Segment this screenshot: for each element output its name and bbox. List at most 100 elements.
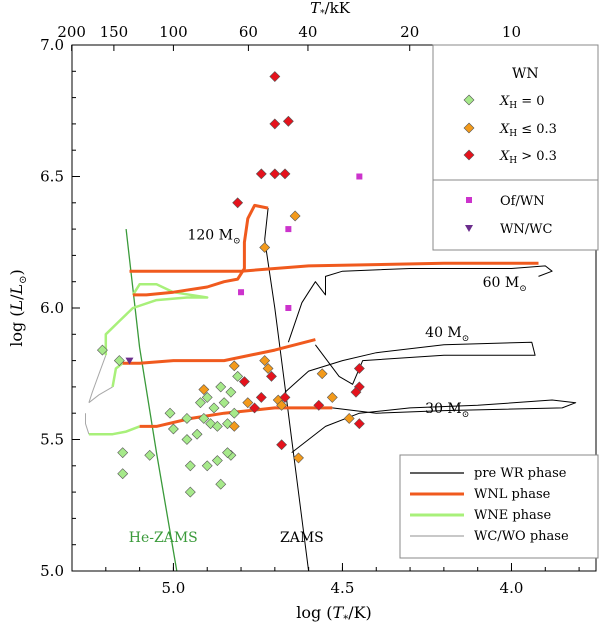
legend-bottom-box	[399, 454, 599, 559]
legend-label: WNL phase	[474, 487, 551, 502]
diamond-point	[228, 407, 240, 419]
y-axis-title: log (L/L⊙)	[7, 269, 29, 347]
diamond-point	[222, 447, 233, 459]
x-tick-label: 4.5	[331, 579, 355, 597]
top-tick-label: 20	[400, 23, 419, 41]
diamond-point	[282, 115, 294, 127]
top-tick-label: 60	[239, 23, 258, 41]
y-tick-label: 7.0	[40, 36, 64, 54]
track-40-m-pre-wr	[284, 341, 536, 393]
diamond-point	[215, 381, 227, 393]
data-points	[97, 71, 365, 498]
legend-label: pre WR phase	[474, 466, 567, 481]
legend-top: WN XH = 0 XH ≤ 0.3 XH > 0.3 Of/WN WN/WC	[432, 44, 599, 251]
diamond-point	[269, 118, 281, 130]
legend-label: WN/WC	[500, 222, 552, 237]
diamond-point	[242, 397, 254, 409]
diamond-point	[255, 168, 267, 180]
legend-triangle-marker	[465, 225, 473, 232]
diamond-point	[167, 423, 179, 435]
diamond-point	[266, 370, 277, 382]
track-30-m-wc-wo	[85, 413, 90, 435]
y-tick-label: 5.0	[40, 562, 64, 580]
diamond-point	[279, 391, 291, 403]
diamond-point	[259, 242, 271, 253]
annotation: 60 M⊙	[483, 275, 527, 294]
square-point	[356, 173, 363, 180]
y-tick-label: 6.5	[40, 168, 64, 186]
diamond-point	[353, 363, 365, 374]
track-120-m-pre-wr	[264, 208, 269, 240]
track-zams	[264, 239, 310, 572]
diamond-point	[164, 407, 176, 419]
legend-label: WNE phase	[474, 508, 551, 523]
diamond-point	[249, 402, 260, 414]
diamond-point	[215, 478, 227, 490]
diamond-point	[117, 468, 129, 480]
annotation: 120 M⊙	[187, 228, 240, 247]
track-40-m-wne	[111, 362, 124, 388]
legend-bottom-entries: pre WR phase WNL phase WNE phase WC/WO phas…	[410, 466, 569, 544]
y-tick-label: 6.0	[40, 299, 64, 317]
diamond-point	[276, 439, 288, 451]
square-point	[285, 305, 292, 311]
diamond-point	[343, 413, 355, 424]
top-tick-label: 150	[100, 23, 129, 41]
diamond-point	[276, 399, 288, 411]
diamond-point	[113, 355, 125, 367]
diamond-point	[238, 376, 250, 388]
top-tick-label: 200	[57, 23, 86, 41]
top-tick-label: 100	[159, 23, 188, 41]
annotation: 40 M⊙	[425, 325, 469, 344]
diamond-point	[262, 363, 274, 374]
diamond-point	[144, 449, 156, 461]
top-tick-label: 10	[502, 23, 521, 41]
diamond-point	[293, 452, 304, 464]
track-30-m-wne	[88, 425, 141, 436]
triangle-point	[125, 357, 134, 365]
diamond-point	[201, 391, 213, 403]
legend-top-entries: XH = 0 XH ≤ 0.3 XH > 0.3 Of/WN WN/WC	[463, 94, 557, 237]
diamond-point	[191, 428, 203, 440]
top-tick-label: 40	[298, 23, 317, 41]
diamond-point	[198, 384, 210, 395]
legend-label: XH = 0	[499, 94, 545, 111]
diamond-point	[225, 386, 237, 398]
track-40-m-wc-wo	[88, 386, 113, 404]
diamond-point	[117, 447, 129, 459]
legend-title: WN	[512, 66, 539, 82]
legend-bottom: pre WR phase WNL phase WNE phase WC/WO phas…	[399, 454, 599, 559]
diamond-point	[184, 486, 196, 498]
diamond-point	[181, 413, 193, 424]
diamond-point	[232, 197, 244, 209]
legend-label: XH ≤ 0.3	[499, 122, 557, 139]
diamond-point	[181, 434, 193, 445]
x-tick-label: 5.0	[161, 579, 185, 597]
diamond-point	[218, 397, 230, 409]
diamond-point	[353, 418, 365, 430]
diamond-point	[326, 391, 338, 403]
legend-label: WC/WO phase	[474, 529, 569, 544]
legend-label: Of/WN	[500, 194, 545, 209]
diamond-point	[97, 344, 108, 356]
y-tick-label: 5.5	[40, 431, 64, 449]
diamond-point	[279, 168, 291, 180]
diamond-point	[350, 386, 362, 398]
track-60-m-pre-wr	[287, 265, 553, 343]
diamond-point	[208, 402, 220, 414]
diamond-point	[198, 413, 210, 424]
diamond-point	[211, 455, 223, 466]
legend-diamond-marker	[463, 94, 475, 106]
diamond-point	[201, 460, 213, 472]
annotations: 120 M⊙ 60 M⊙ 40 M⊙ 30 M⊙ He-ZAMS ZAMS	[129, 228, 527, 546]
x-axis-title: log (T*/K)	[296, 603, 372, 625]
diamond-point	[211, 420, 223, 432]
diamond-point	[255, 391, 267, 403]
diamond-point	[316, 368, 328, 380]
diamond-point	[313, 399, 325, 411]
track-120-m-wnl	[132, 203, 269, 297]
diamond-point	[269, 71, 281, 82]
track-120-m-wc-wo	[88, 355, 107, 403]
